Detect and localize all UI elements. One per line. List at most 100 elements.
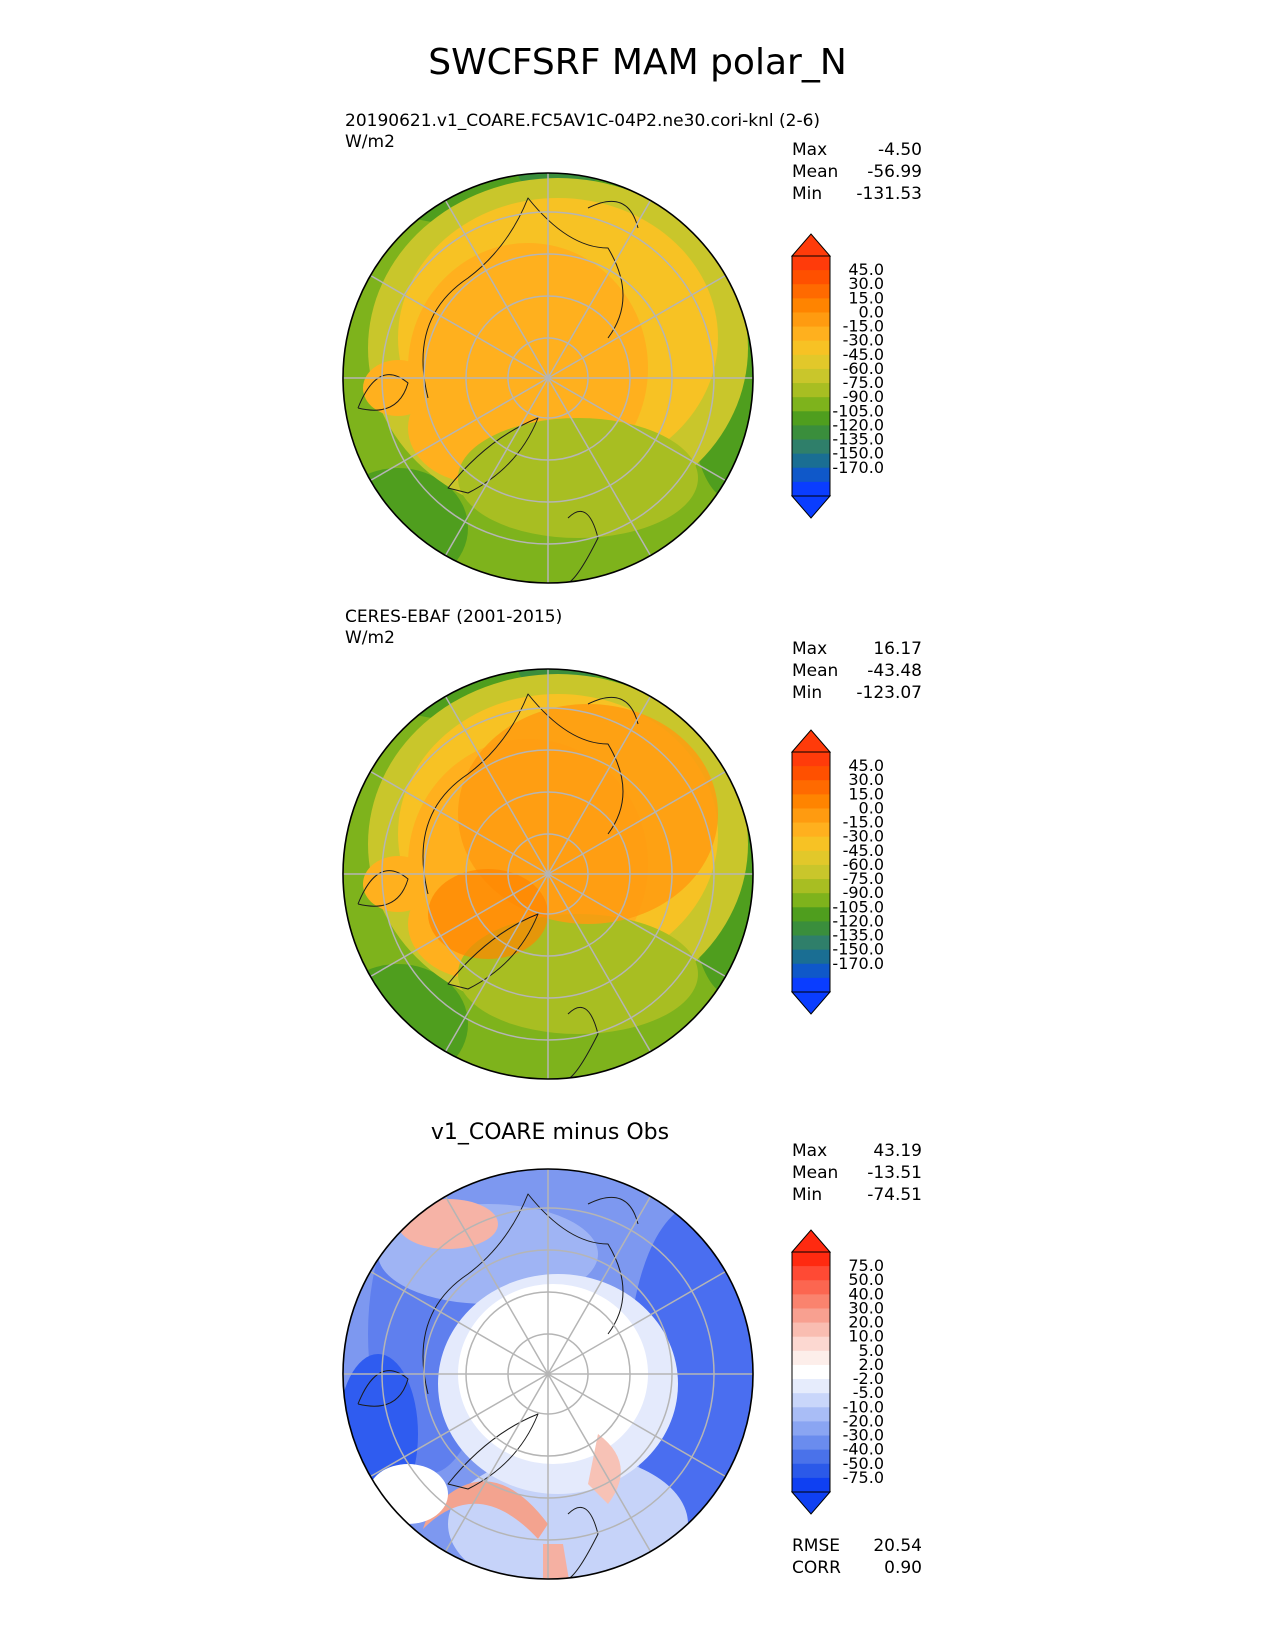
colorbar-tick-label: 5.0 [859,1341,884,1360]
colorbar-bin [792,1393,830,1408]
stat-min: Min -123.07 [792,683,922,703]
colorbar-tick-label: -105.0 [832,897,884,916]
colorbar-tick-label: 45.0 [848,756,884,775]
map-field [343,1169,753,1579]
colorbar-bin [792,921,830,937]
colorbar-tick-label: -10.0 [843,1397,884,1416]
colorbar-tick-label: -50.0 [843,1454,884,1473]
colorbar-bin [792,1280,830,1295]
colorbar-bin [792,1308,830,1324]
stat-mean: Mean -56.99 [792,162,922,182]
colorbar-bin [792,977,830,993]
colorbar-bin [792,1435,830,1451]
colorbar-tick-label: -45.0 [843,841,884,860]
colorbar-bin [792,893,830,908]
colorbar-bin [792,907,830,922]
stat-mean: Mean -13.51 [792,1163,922,1183]
colorbar-bin [792,1477,830,1493]
colorbar-tick-label: -90.0 [843,883,884,902]
obs-panel-title: CERES-EBAF (2001-2015) [345,607,563,627]
diff-error-stats: RMSE 20.54 CORR 0.90 [792,1535,922,1579]
stat-max: Max 43.19 [792,1141,922,1161]
colorbar-bin [792,766,830,781]
colorbar-max-arrow [790,233,832,257]
colorbar-bin [792,822,830,838]
model-stats: Max -4.50 Mean -56.99 Min -131.53 [792,139,922,205]
stat-corr: CORR 0.90 [792,1558,922,1578]
colorbar-bin [792,1322,830,1338]
colorbar-bin [792,1421,830,1437]
diff-polar-map [342,1168,754,1580]
colorbar-tick-label: 20.0 [848,1313,884,1332]
colorbar-max-arrow [790,1229,832,1253]
colorbar-bin [792,453,830,469]
colorbar-bin [792,963,830,979]
colorbar-min-arrow [790,495,832,519]
colorbar-bin [792,836,830,852]
colorbar-bin [792,879,830,894]
stat-min: Min -131.53 [792,184,922,204]
colorbar-bin [792,808,830,824]
obs-panel-units: W/m2 [345,628,395,648]
colorbar-bin [792,1336,830,1352]
colorbar-tick-label: -30.0 [843,331,884,350]
colorbar-tick-label: -75.0 [843,1468,884,1487]
colorbar-tick-label: -135.0 [832,926,884,945]
diff-stats: Max 43.19 Mean -13.51 Min -74.51 [792,1140,922,1206]
colorbar-tick-label: 40.0 [848,1284,884,1303]
colorbar-bin [792,467,830,483]
colorbar-bin [792,752,830,767]
obs-polar-map [342,668,754,1080]
colorbar-tick-label: -40.0 [843,1440,884,1459]
colorbar-tick-label: 30.0 [848,770,884,789]
colorbar-tick-label: 0.0 [859,798,884,817]
colorbar-tick-label: -75.0 [843,869,884,888]
colorbar-tick-label: -15.0 [843,317,884,336]
colorbar-tick-label: -45.0 [843,345,884,364]
colorbar-bin [792,1266,830,1281]
colorbar-tick-label: -90.0 [843,387,884,406]
colorbar-bin [792,780,830,795]
colorbar-bin [792,1449,830,1465]
colorbar-tick-label: 2.0 [859,1355,884,1374]
colorbar-bin [792,340,830,356]
colorbar-min-arrow [790,1491,832,1515]
model-polar-map [342,172,754,584]
colorbar-tick-label: -120.0 [832,911,884,930]
colorbar-bin [792,1252,830,1267]
diff-panel: v1_COARE minus Obs Max 43.19 Mean -13.51 M… [0,1120,1275,1615]
colorbar-bin [792,1364,830,1380]
colorbar-max-arrow [790,729,832,753]
colorbar-tick-label: -120.0 [832,415,884,434]
colorbar-bin [792,1379,830,1394]
colorbar-tick-label: -75.0 [843,373,884,392]
model-panel-title: 20190621.v1_COARE.FC5AV1C-04P2.ne30.cori… [345,111,821,131]
colorbar-tick-label: 15.0 [848,784,884,803]
colorbar-bin [792,411,830,426]
colorbar-bin [792,1463,830,1479]
colorbar-bin [792,481,830,497]
colorbar-tick-label: -30.0 [843,827,884,846]
colorbar-bin [792,935,830,951]
colorbar-bin [792,439,830,455]
model-colorbar: 45.030.015.00.0-15.0-30.0-45.0-60.0-75.0… [790,233,884,519]
obs-stats: Max 16.17 Mean -43.48 Min -123.07 [792,638,922,704]
colorbar-bin [792,326,830,342]
colorbar-bin [792,1407,830,1422]
colorbar-tick-label: -150.0 [832,940,884,959]
colorbar-tick-label: -105.0 [832,401,884,420]
page-title: SWCFSRF MAM polar_N [428,42,847,83]
colorbar-tick-label: 10.0 [848,1327,884,1346]
stat-min: Min -74.51 [792,1185,922,1205]
colorbar-bin [792,397,830,412]
stat-max: Max 16.17 [792,639,922,659]
colorbar-bin [792,850,830,866]
colorbar-bin [792,383,830,398]
colorbar-bin [792,1294,830,1309]
colorbar-tick-label: 15.0 [848,288,884,307]
diff-panel-title: v1_COARE minus Obs [430,1120,670,1145]
obs-colorbar: 45.030.015.00.0-15.0-30.0-45.0-60.0-75.0… [790,729,884,1015]
colorbar-tick-label: -15.0 [843,813,884,832]
colorbar-tick-label: 75.0 [848,1256,884,1275]
model-panel-units: W/m2 [345,132,395,152]
